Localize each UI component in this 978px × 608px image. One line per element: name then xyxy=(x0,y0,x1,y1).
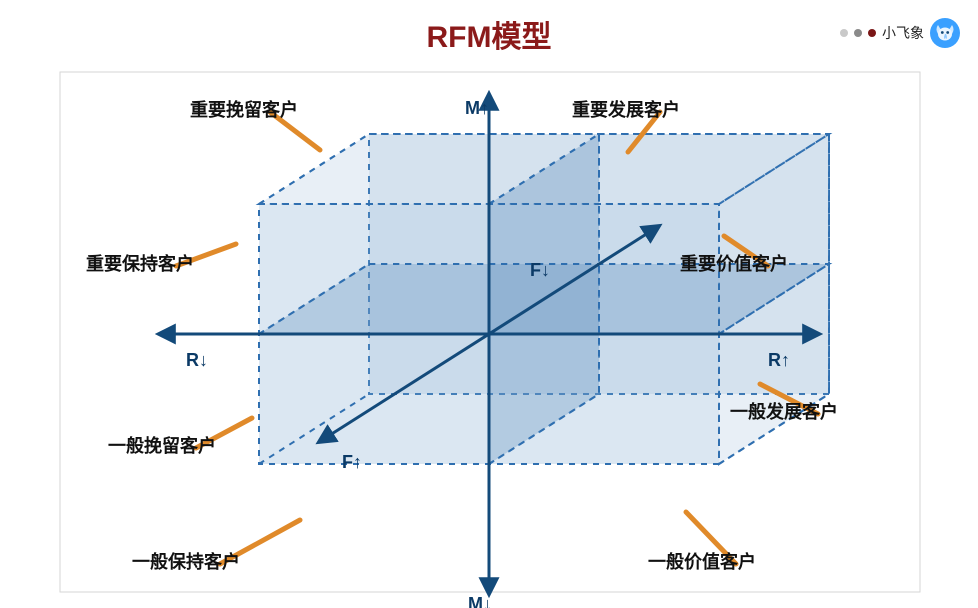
rfm-cube-diagram xyxy=(0,0,978,608)
seg-label-0: 重要挽留客户 xyxy=(190,96,298,122)
seg-label-1: 重要发展客户 xyxy=(572,96,680,122)
seg-label-5: 一般发展客户 xyxy=(730,398,838,424)
seg-label-6: 一般保持客户 xyxy=(132,548,240,574)
axis-label-r-right: R↑ xyxy=(768,350,790,371)
axis-label-m-down: M↓ xyxy=(468,594,492,608)
seg-label-2: 重要保持客户 xyxy=(86,250,194,276)
seg-label-7: 一般价值客户 xyxy=(648,548,756,574)
axis-label-m-up: M↑ xyxy=(465,98,489,119)
seg-label-3: 重要价值客户 xyxy=(680,250,788,276)
axis-label-f-front: F↑ xyxy=(342,452,362,473)
axis-label-f-back: F↓ xyxy=(530,260,550,281)
axis-label-r-left: R↓ xyxy=(186,350,208,371)
seg-label-4: 一般挽留客户 xyxy=(108,432,216,458)
